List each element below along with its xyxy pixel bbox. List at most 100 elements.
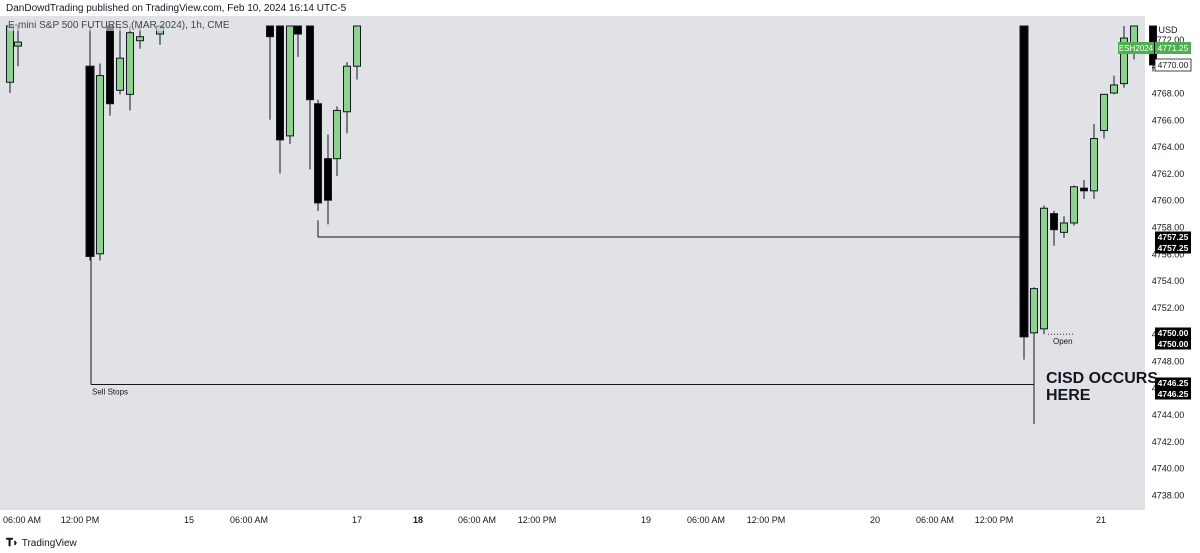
price-tag-value: 4750.00 [1158, 328, 1189, 338]
candle[interactable] [1030, 287, 1038, 424]
x-tick-label: 06:00 AM [230, 515, 268, 525]
x-tick-label: 12:00 PM [518, 515, 557, 525]
candle[interactable] [1019, 25, 1029, 360]
candle[interactable] [343, 62, 351, 134]
candle[interactable] [1090, 123, 1098, 199]
y-tick-label: 4742.00 [1152, 437, 1185, 447]
price-tag[interactable]: 4746.25 [1155, 377, 1191, 389]
y-tick-label: 4744.00 [1152, 410, 1185, 420]
publisher-header: DanDowdTrading published on TradingView.… [6, 3, 347, 14]
y-tick-label: 4752.00 [1152, 303, 1185, 313]
tradingview-footer[interactable]: 𝐓◗ TradingView [6, 537, 77, 550]
price-tag[interactable]: 4746.25 [1155, 388, 1191, 400]
bear-candle-body [85, 65, 95, 257]
candle[interactable] [116, 26, 124, 95]
price-tag-value: 4757.25 [1158, 243, 1189, 253]
price-tag-bg [1155, 327, 1191, 339]
x-tick-label: 19 [641, 515, 651, 525]
price-tag-value: 4771.25 [1158, 43, 1189, 53]
bear-candle-body [266, 25, 274, 38]
price-tag[interactable]: 4750.00 [1155, 327, 1191, 339]
candle[interactable] [333, 106, 341, 177]
usd-currency-label[interactable]: USD [1158, 25, 1178, 35]
tradingview-logo-icon: 𝐓◗ [6, 537, 19, 549]
price-tag-bg [1155, 231, 1191, 243]
candle[interactable] [1120, 26, 1128, 88]
x-tick-label: 18 [413, 515, 423, 525]
y-tick-label: 4772.00 [1152, 35, 1185, 45]
bull-candle-body [1070, 186, 1078, 224]
candle[interactable] [85, 26, 95, 261]
time-axis[interactable] [0, 510, 1200, 534]
x-tick-label: 17 [352, 515, 362, 525]
x-tick-label: 06:00 AM [687, 515, 725, 525]
plot-area[interactable] [0, 16, 1145, 510]
bear-candle-body [294, 25, 302, 35]
price-tag-value: 4757.25 [1158, 232, 1189, 242]
bull-candle-body [353, 25, 361, 67]
level-label: Open [1053, 337, 1073, 346]
bull-candle-body [286, 25, 294, 137]
candle[interactable] [314, 99, 322, 211]
bull-candle-body [1040, 207, 1048, 330]
bear-candle-body [106, 25, 114, 105]
bear-candle-body [276, 25, 284, 141]
candle[interactable] [294, 25, 302, 57]
candle[interactable] [1050, 210, 1058, 246]
y-tick-label: 4762.00 [1152, 169, 1185, 179]
candle[interactable] [96, 63, 104, 261]
candle[interactable] [306, 25, 314, 170]
price-tag-value: 4746.25 [1158, 389, 1189, 399]
price-tag-value: 4750.00 [1158, 339, 1189, 349]
y-tick-label: 4748.00 [1152, 357, 1185, 367]
y-tick-label: 4760.00 [1152, 196, 1185, 206]
price-tag-value: 4770.00 [1158, 60, 1189, 70]
price-tag-bg [1155, 377, 1191, 389]
price-tag[interactable]: 4750.00 [1155, 338, 1191, 350]
x-tick-label: 06:00 AM [458, 515, 496, 525]
candle[interactable] [106, 25, 114, 116]
candle[interactable] [1070, 185, 1078, 226]
candle[interactable] [1080, 180, 1088, 199]
candle[interactable] [1110, 75, 1118, 95]
bear-candle-body [306, 25, 314, 101]
bull-candle-body [96, 75, 104, 255]
candle[interactable] [286, 25, 294, 144]
x-tick-label: 15 [184, 515, 194, 525]
candle[interactable] [1040, 205, 1048, 335]
price-tag-bg [1154, 58, 1192, 72]
candle[interactable] [276, 25, 284, 174]
level-label: Sell Stops [92, 387, 128, 396]
bull-candle-body [333, 109, 341, 160]
candle[interactable] [1100, 93, 1108, 139]
price-tag[interactable]: ESH2024 4771.25 [1118, 42, 1191, 54]
symbol-legend[interactable]: E-mini S&P 500 FUTURES (MAR 2024), 1h, C… [8, 20, 230, 31]
bull-candle-body [343, 65, 351, 113]
price-tag[interactable]: 4757.25 [1155, 242, 1191, 254]
bear-candle-body [314, 103, 322, 204]
price-tag[interactable]: 4770.00 [1154, 58, 1192, 72]
y-tick-label: 4758.00 [1152, 223, 1185, 233]
candle[interactable] [353, 25, 361, 80]
candle[interactable] [126, 26, 134, 111]
candle[interactable] [266, 25, 274, 120]
x-tick-label: 12:00 PM [975, 515, 1014, 525]
bull-candle-body [1120, 37, 1128, 85]
symbol-tag-label: ESH2024 [1119, 44, 1154, 53]
candle[interactable] [14, 26, 22, 67]
bull-candle-body [1060, 222, 1068, 233]
annotation-cisd-line-2: HERE [1046, 387, 1091, 404]
candle[interactable] [324, 134, 332, 225]
x-tick-label: 12:00 PM [61, 515, 100, 525]
x-tick-label: 21 [1096, 515, 1106, 525]
price-tag[interactable]: 4757.25 [1155, 231, 1191, 243]
bear-candle-body [1050, 213, 1058, 231]
bull-candle-body [6, 25, 14, 83]
y-tick-label: 4754.00 [1152, 276, 1185, 286]
price-axis[interactable] [1145, 16, 1200, 510]
x-tick-label: 06:00 AM [3, 515, 41, 525]
bull-candle-body [1090, 138, 1098, 192]
candle[interactable] [1060, 216, 1068, 238]
